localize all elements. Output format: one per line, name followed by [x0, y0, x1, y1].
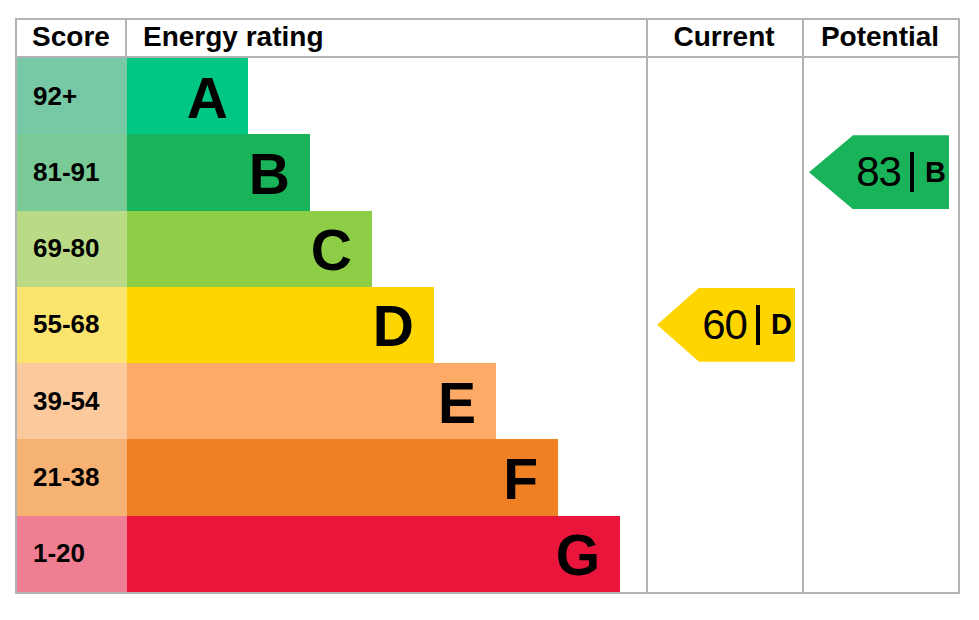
row-filler: [620, 516, 958, 592]
row-filler: [496, 363, 958, 439]
rating-bar-b: B: [127, 134, 310, 210]
score-range-c: 69-80: [17, 211, 127, 287]
band-row-g: 1-20 G: [17, 516, 958, 592]
score-range-b: 81-91: [17, 134, 127, 210]
band-letter-g: G: [556, 527, 600, 584]
rating-bar-c: C: [127, 211, 372, 287]
band-letter-a: A: [187, 70, 228, 127]
potential-rating-value: 83: [856, 148, 901, 196]
band-row-f: 21-38 F: [17, 439, 958, 515]
rating-bar-g: G: [127, 516, 620, 592]
potential-rating-band: B: [925, 156, 946, 189]
rating-bar-d: D: [127, 287, 434, 363]
pipe-divider-icon: [756, 305, 760, 345]
epc-rating-chart: Score Energy rating Current Potential 92…: [15, 18, 960, 594]
score-range-g: 1-20: [17, 516, 127, 592]
row-filler: [558, 439, 958, 515]
band-letter-e: E: [438, 375, 476, 432]
band-row-e: 39-54 E: [17, 363, 958, 439]
row-filler: [248, 58, 958, 134]
band-letter-f: F: [503, 451, 538, 508]
rating-bar-f: F: [127, 439, 558, 515]
band-letter-b: B: [249, 146, 290, 203]
rating-bar-a: A: [127, 58, 248, 134]
column-divider-potential: [802, 20, 804, 592]
header-potential: Potential: [802, 20, 958, 56]
current-rating-band: D: [771, 308, 792, 341]
band-row-c: 69-80 C: [17, 211, 958, 287]
band-row-a: 92+ A: [17, 58, 958, 134]
score-range-e: 39-54: [17, 363, 127, 439]
header-energy-rating: Energy rating: [127, 20, 646, 56]
pipe-divider-icon: [910, 152, 914, 192]
header-score: Score: [17, 20, 127, 56]
column-divider-current: [646, 20, 648, 592]
band-row-d: 55-68 D: [17, 287, 958, 363]
score-range-d: 55-68: [17, 287, 127, 363]
band-letter-d: D: [373, 298, 414, 355]
current-rating-value: 60: [702, 301, 747, 349]
band-letter-c: C: [311, 222, 352, 279]
header-current: Current: [646, 20, 802, 56]
row-filler: [372, 211, 958, 287]
band-rows: 92+ A 81-91 B 69-80 C 55-68 D: [17, 58, 958, 592]
chart-header-row: Score Energy rating Current Potential: [17, 20, 958, 58]
rating-bar-e: E: [127, 363, 496, 439]
score-range-a: 92+: [17, 58, 127, 134]
score-range-f: 21-38: [17, 439, 127, 515]
